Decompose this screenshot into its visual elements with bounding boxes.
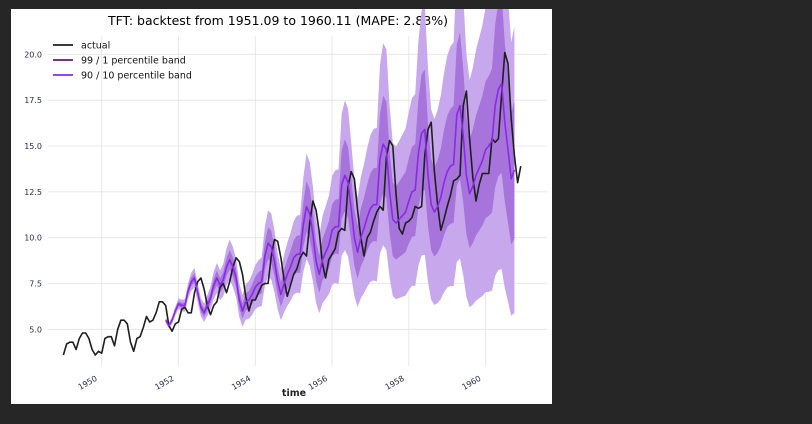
y-tick-label: 15.0 [24, 142, 42, 151]
legend-label-actual: actual [81, 41, 110, 52]
x-tick-label: 1952 [153, 374, 175, 392]
series-forecast-median-line [165, 82, 516, 327]
x-tick-label: 1960 [460, 374, 482, 392]
x-tick-label: 1954 [230, 374, 252, 392]
figure: TFT: backtest from 1951.09 to 1960.11 (M… [11, 9, 552, 404]
x-tick-label: 1956 [307, 374, 329, 392]
series-actual-line [62, 51, 522, 356]
y-tick-label: 5.0 [29, 325, 42, 334]
legend-label-90-10: 90 / 10 percentile band [81, 71, 192, 82]
percentile-bands [165, 9, 515, 329]
chart-title: TFT: backtest from 1951.09 to 1960.11 (M… [107, 13, 448, 28]
x-tick-label: 1950 [77, 374, 99, 392]
y-tick-label: 17.5 [24, 96, 42, 105]
y-tick-label: 10.0 [24, 234, 42, 243]
x-axis-label: time [282, 388, 306, 399]
y-tick-labels: 5.0 7.5 10.0 12.5 15.0 17.5 20.0 [24, 50, 42, 334]
series-lines [62, 51, 522, 356]
band-99-1-fill [165, 9, 515, 329]
legend: actual 99 / 1 percentile band 90 / 10 pe… [53, 41, 192, 82]
y-tick-label: 12.5 [24, 188, 42, 197]
chart: TFT: backtest from 1951.09 to 1960.11 (M… [24, 9, 547, 399]
x-tick-label: 1958 [384, 374, 406, 392]
band-90-10-fill [165, 9, 515, 327]
legend-label-99-1: 99 / 1 percentile band [81, 56, 186, 67]
x-tick-labels: 1950 1952 1954 1956 1958 1960 [77, 374, 483, 392]
y-tick-label: 7.5 [29, 280, 42, 289]
y-tick-label: 20.0 [24, 50, 42, 59]
